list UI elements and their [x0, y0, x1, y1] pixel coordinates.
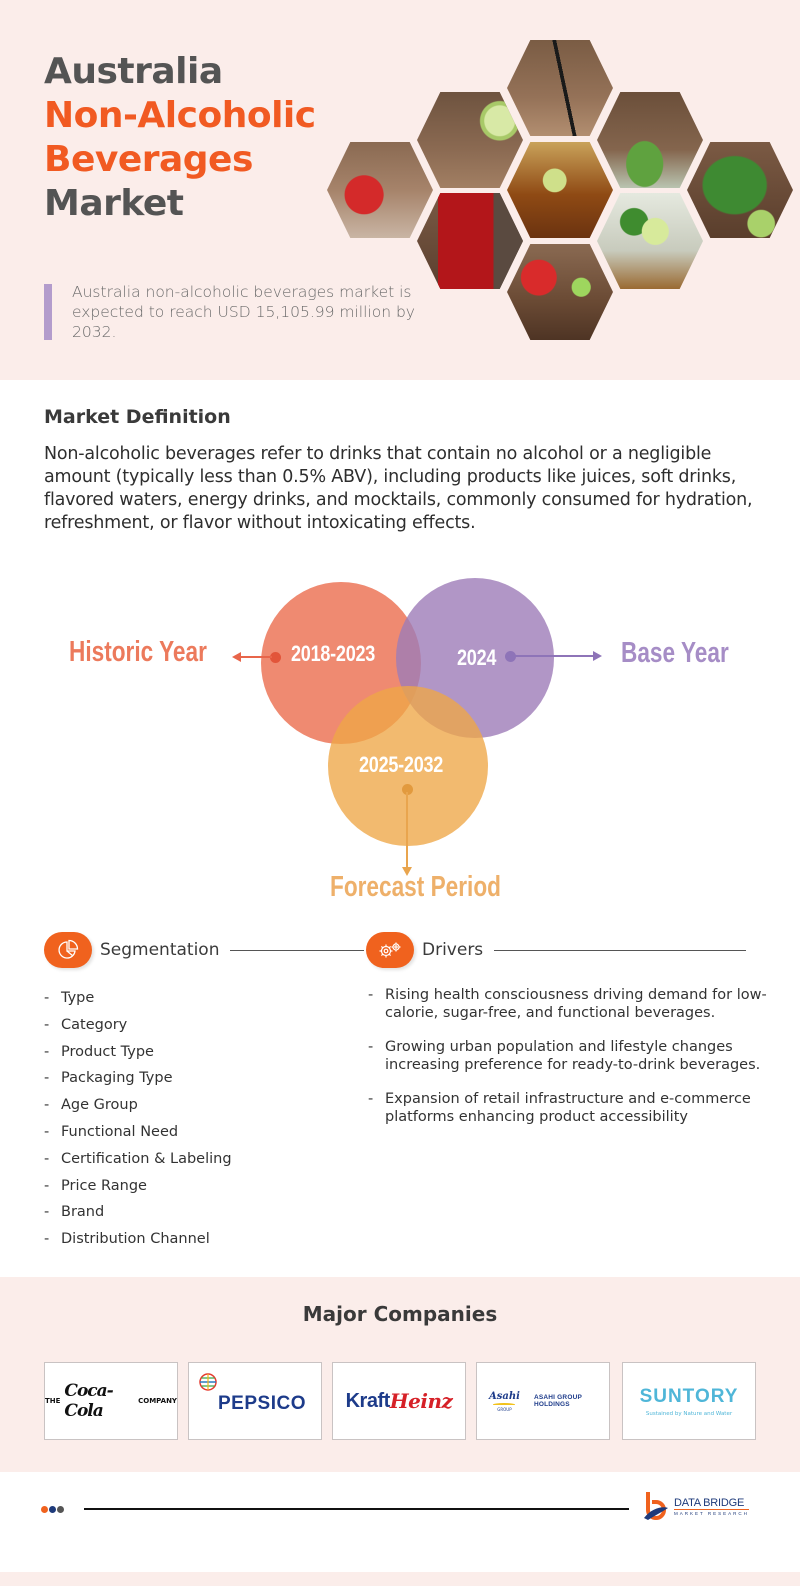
- hex-image-mint-leaves: [687, 142, 793, 238]
- pepsico-globe-icon: [199, 1373, 217, 1391]
- asahi-sub: GROUP: [497, 1406, 512, 1412]
- forecast-period-label: Forecast Period: [330, 871, 501, 903]
- segment-item: - Distribution Channel: [44, 1231, 210, 1248]
- pepsico-wordmark: PEPSICO: [218, 1393, 306, 1414]
- market-definition-heading: Market Definition: [44, 406, 231, 428]
- drivers-divider: [494, 950, 746, 951]
- coca-cola-prefix: THE: [45, 1397, 61, 1405]
- driver-item: - Rising health consciousness driving dem…: [368, 987, 767, 1021]
- logo-kraft-heinz: Kraft Heinz: [332, 1362, 466, 1440]
- base-year-label: Base Year: [621, 637, 729, 669]
- brand-tagline: MARKET RESEARCH: [674, 1510, 749, 1516]
- segment-item: - Category: [44, 1016, 128, 1033]
- asahi-mark: Asahi: [489, 1390, 520, 1402]
- historic-connector: [240, 656, 272, 658]
- coca-cola-suffix: COMPANY: [138, 1397, 177, 1405]
- logo-suntory: SUNTORY Sustained by Nature and Water: [622, 1362, 756, 1440]
- brand-name: DATA BRIDGE: [674, 1497, 749, 1510]
- pie-chart-icon: [44, 932, 92, 968]
- historic-year-label: Historic Year: [69, 636, 207, 668]
- market-summary: Australia non-alcoholic beverages market…: [44, 282, 424, 342]
- footer-band: [0, 1572, 800, 1586]
- hex-image-mojito: [597, 193, 703, 289]
- forecast-range: 2025-2032: [359, 752, 444, 777]
- data-bridge-logo: DATA BRIDGE MARKET RESEARCH: [642, 1490, 749, 1522]
- forecast-connector: [406, 792, 408, 868]
- kraft-wordmark: Kraft: [345, 1389, 391, 1412]
- forecast-circle: [328, 686, 488, 846]
- segmentation-divider: [230, 950, 364, 951]
- hex-image-mint-drink: [597, 92, 703, 188]
- hex-image-iced-tea: [507, 142, 613, 238]
- arrow-down-icon: [402, 867, 412, 876]
- arrow-left-icon: [232, 652, 241, 662]
- drivers-header: Drivers: [366, 932, 483, 968]
- hex-image-lime-straws: [417, 92, 523, 188]
- driver-item: - Growing urban population and lifestyle …: [368, 1039, 761, 1073]
- coca-cola-wordmark: Coca-Cola: [64, 1381, 113, 1421]
- major-companies-heading: Major Companies: [302, 1302, 498, 1326]
- segment-item: - Certification & Labeling: [44, 1150, 232, 1167]
- market-summary-text: Australia non-alcoholic beverages market…: [72, 283, 415, 341]
- page-title: Australia Non-Alcoholic Beverages Market: [44, 50, 316, 226]
- segmentation-header: Segmentation: [44, 932, 219, 968]
- segmentation-title: Segmentation: [100, 940, 220, 960]
- segment-item: - Brand: [44, 1204, 105, 1221]
- market-definition-text: Non-alcoholic beverages refer to drinks …: [44, 444, 753, 533]
- segment-item: - Type: [44, 990, 95, 1006]
- accent-bar: [44, 284, 52, 340]
- segment-item: - Packaging Type: [44, 1070, 173, 1087]
- logo-asahi: Asahi GROUP ASAHI GROUP HOLDINGS: [476, 1362, 610, 1440]
- hero-section: Australia Non-Alcoholic Beverages Market…: [0, 0, 800, 380]
- footer-dot-orange: [41, 1506, 48, 1513]
- gears-icon: [366, 932, 414, 968]
- hex-image-strawberry-drink: [327, 142, 433, 238]
- title-line-beverages: Beverages: [44, 139, 253, 180]
- title-line-country: Australia: [44, 51, 223, 92]
- asahi-emblem: Asahi GROUP: [489, 1391, 520, 1412]
- heinz-wordmark: Heinz: [389, 1389, 453, 1413]
- suntory-tagline: Sustained by Nature and Water: [645, 1410, 733, 1417]
- asahi-sun-arc: [493, 1402, 516, 1406]
- footer-divider: [84, 1508, 629, 1510]
- base-connector: [514, 655, 594, 657]
- historic-dot: [270, 652, 281, 663]
- historic-range: 2018-2023: [291, 641, 376, 666]
- arrow-right-icon: [593, 651, 602, 661]
- footer-dot-gray: [57, 1506, 64, 1513]
- footer-dot-navy: [49, 1506, 56, 1513]
- title-line-nonalcoholic: Non-Alcoholic: [44, 95, 316, 136]
- segment-item: - Product Type: [44, 1043, 154, 1060]
- asahi-text: ASAHI GROUP HOLDINGS: [533, 1394, 582, 1408]
- forecast-dot: [402, 784, 413, 795]
- title-line-market: Market: [44, 183, 184, 224]
- driver-item: - Expansion of retail infrastructure and …: [368, 1091, 751, 1125]
- logo-coca-cola: THE Coca-Cola COMPANY: [44, 1362, 178, 1440]
- segment-item: - Functional Need: [44, 1123, 179, 1140]
- suntory-wordmark: SUNTORY: [639, 1385, 739, 1407]
- drivers-title: Drivers: [422, 940, 484, 960]
- hex-image-strawberries-board: [507, 244, 613, 340]
- data-bridge-mark-icon: [644, 1492, 668, 1520]
- segment-item: - Age Group: [44, 1097, 138, 1114]
- segmentation-list: - Type - Category - Product Type - Packaging…: [44, 985, 232, 1253]
- hex-image-red-drink: [417, 193, 523, 289]
- segment-item: - Price Range: [44, 1177, 147, 1194]
- hex-image-iced-tea-straws: [507, 40, 613, 136]
- logo-pepsico: PEPSICO: [188, 1362, 322, 1440]
- base-range: 2024: [457, 645, 497, 670]
- drivers-list: - Rising health consciousness driving dem…: [368, 986, 768, 1142]
- base-dot: [505, 651, 516, 662]
